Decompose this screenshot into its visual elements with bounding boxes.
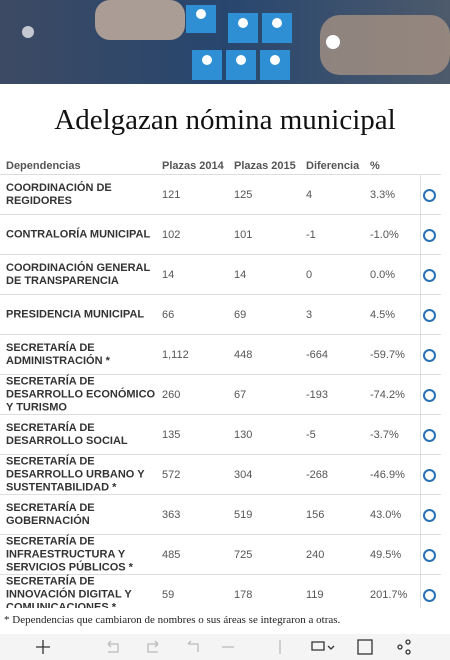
column-header: %: [370, 160, 380, 172]
row-toggle[interactable]: [423, 589, 436, 602]
divider: [420, 535, 421, 575]
cell: 240: [306, 549, 325, 561]
cell: 66: [162, 309, 175, 321]
cell: 102: [162, 229, 181, 241]
cell: -1.0%: [370, 229, 399, 241]
row-name: SECRETARÍA DE INNOVACIÓN DIGITAL Y COMUN…: [6, 575, 132, 609]
cell: 43.0%: [370, 509, 402, 521]
cell: 4.5%: [370, 309, 396, 321]
cell: 485: [162, 549, 181, 561]
cell: 130: [234, 429, 253, 441]
cell: 49.5%: [370, 549, 402, 561]
row-name: SECRETARÍA DE INFRAESTRUCTURA Y SERVICIO…: [6, 535, 133, 574]
cell: -268: [306, 469, 329, 481]
table-row: SECRETARÍA DE DESARROLLO ECONÓMICO Y TUR…: [0, 374, 441, 415]
column-header: Plazas 2015: [234, 160, 296, 172]
column-header: Diferencia: [306, 160, 360, 172]
cell: 201.7%: [370, 589, 408, 601]
cell: 3: [306, 309, 313, 321]
row-toggle[interactable]: [423, 309, 436, 322]
row-toggle[interactable]: [423, 469, 436, 482]
cell: 519: [234, 509, 253, 521]
cell: 304: [234, 469, 253, 481]
cell: 59: [162, 589, 175, 601]
cell: 121: [162, 189, 181, 201]
cell: 119: [306, 589, 324, 601]
table-row: SECRETARÍA DE DESARROLLO SOCIAL 135 130 -5 -…: [0, 414, 441, 455]
cell: -193: [306, 389, 329, 401]
divider: [420, 175, 421, 215]
cell: 69: [234, 309, 247, 321]
cell: 260: [162, 389, 181, 401]
cell: -3.7%: [370, 429, 399, 441]
cell: 156: [306, 509, 325, 521]
cell: 0.0%: [370, 269, 396, 281]
cell: -1: [306, 229, 316, 241]
row-toggle[interactable]: [423, 509, 436, 522]
cell: -59.7%: [370, 349, 405, 361]
table-row: COORDINACIÓN GENERAL DE TRANSPARENCIA 14 1…: [0, 254, 441, 295]
divider: [420, 255, 421, 295]
row-toggle[interactable]: [423, 229, 436, 242]
divider: [420, 495, 421, 535]
title: Adelgazan nómina municipal: [54, 104, 396, 136]
divider: [420, 455, 421, 495]
cell: -664: [306, 349, 329, 361]
cell: 135: [162, 429, 181, 441]
row-name: SECRETARÍA DE GOBERNACIÓN: [6, 502, 95, 527]
table: Dependencias Plazas 2014 Plazas 2015 Difere…: [0, 158, 441, 608]
cell: 14: [162, 269, 175, 281]
divider: [420, 215, 421, 255]
column-header: Dependencias: [6, 160, 81, 172]
row-toggle[interactable]: [423, 349, 436, 362]
row-name: SECRETARÍA DE DESARROLLO SOCIAL: [6, 422, 128, 447]
cell: -74.2%: [370, 389, 405, 401]
cell: 178: [234, 589, 253, 601]
table-row: SECRETARÍA DE DESARROLLO URBANO Y SUSTEN…: [0, 454, 441, 495]
row-toggle[interactable]: [423, 189, 436, 202]
row-name: COORDINACIÓN GENERAL DE TRANSPARENCIA: [6, 262, 151, 287]
cell: 725: [234, 549, 253, 561]
table-row: SECRETARÍA DE ADMINISTRACIÓN * 1,112 448 -6…: [0, 334, 441, 375]
divider: [420, 335, 421, 375]
cell: 14: [234, 269, 247, 281]
table-row: SECRETARÍA DE GOBERNACIÓN 363 519 156 43.0%: [0, 494, 441, 535]
divider: [420, 575, 421, 608]
table-row: PRESIDENCIA MUNICIPAL 66 69 3 4.5%: [0, 294, 441, 335]
divider: [420, 295, 421, 335]
table-row: COORDINACIÓN DE REGIDORES 121 125 4 3.3%: [0, 174, 441, 215]
row-name: SECRETARÍA DE ADMINISTRACIÓN *: [6, 342, 110, 367]
cell: 448: [234, 349, 253, 361]
column-header: Plazas 2014: [162, 160, 224, 172]
cell: -46.9%: [370, 469, 405, 481]
toolbar: [0, 634, 450, 660]
row-toggle[interactable]: [423, 269, 436, 282]
cell: 125: [234, 189, 253, 201]
cell: -5: [306, 429, 316, 441]
footnote: * Dependencias que cambiaron de nombres …: [4, 614, 341, 626]
cell: 4: [306, 189, 313, 201]
table-row: CONTRALORÍA MUNICIPAL 102 101 -1 -1.0%: [0, 214, 441, 255]
row-name: SECRETARÍA DE DESARROLLO URBANO Y SUSTEN…: [6, 455, 145, 494]
banner: [0, 0, 450, 84]
row-name: PRESIDENCIA MUNICIPAL: [6, 308, 145, 321]
row-name: CONTRALORÍA MUNICIPAL: [6, 228, 151, 241]
table-row: SECRETARÍA DE INNOVACIÓN DIGITAL Y COMUN…: [0, 574, 441, 608]
row-toggle[interactable]: [423, 549, 436, 562]
cell: 101: [234, 229, 253, 241]
row-name: COORDINACIÓN DE REGIDORES: [6, 182, 112, 207]
cell: 572: [162, 469, 181, 481]
cell: 3.3%: [370, 189, 396, 201]
divider: [420, 375, 421, 415]
row-name: SECRETARÍA DE DESARROLLO ECONÓMICO Y TUR…: [6, 375, 156, 414]
row-toggle[interactable]: [423, 429, 436, 442]
table-row: SECRETARÍA DE INFRAESTRUCTURA Y SERVICIO…: [0, 534, 441, 575]
cell: 67: [234, 389, 247, 401]
cell: 0: [306, 269, 313, 281]
row-toggle[interactable]: [423, 389, 436, 402]
divider: [420, 415, 421, 455]
cell: 1,112: [162, 349, 189, 361]
cell: 363: [162, 509, 181, 521]
